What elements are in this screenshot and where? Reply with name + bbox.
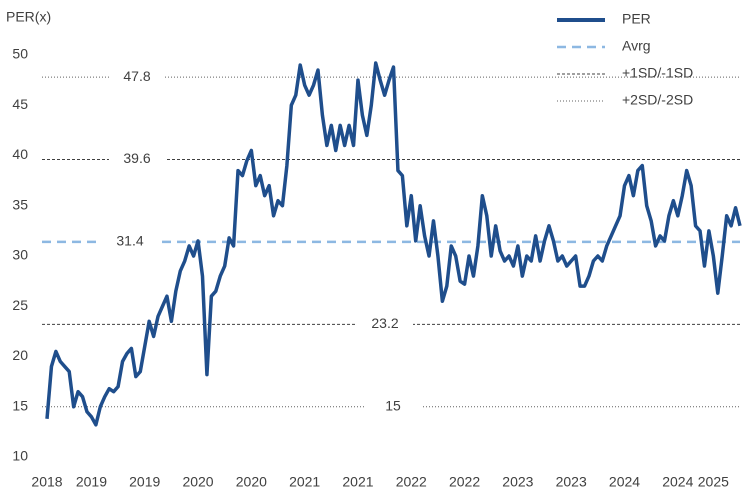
x-tick-label: 2022: [396, 474, 427, 490]
x-tick-label: 2020: [182, 474, 213, 490]
legend-label: +1SD/-1SD: [622, 65, 693, 81]
y-tick-label: 50: [12, 46, 28, 62]
y-tick-label: 40: [12, 146, 28, 162]
y-tick-label: 25: [12, 297, 28, 313]
reference-label-bg: [365, 396, 421, 417]
reference-label: 15: [385, 397, 401, 413]
y-tick-label: 20: [12, 347, 28, 363]
reference-label: 39.6: [123, 150, 150, 166]
legend-label: PER: [622, 11, 651, 27]
x-tick-label: 2024: [662, 474, 693, 490]
legend-label: Avrg: [622, 38, 651, 54]
x-tick-label: 2021: [289, 474, 320, 490]
x-tick-label: 2024: [609, 474, 640, 490]
y-axis-label: PER(x): [6, 9, 51, 25]
reference-label-bg: [102, 231, 158, 252]
x-tick-label: 2023: [556, 474, 587, 490]
x-tick-label: 2025: [698, 474, 729, 490]
legend-label: +2SD/-2SD: [622, 92, 693, 108]
x-tick-label: 2018: [31, 474, 62, 490]
reference-label-bg: [357, 314, 413, 335]
x-tick-label: 2023: [502, 474, 533, 490]
reference-label: 23.2: [371, 315, 398, 331]
y-tick-label: 45: [12, 96, 28, 112]
y-tick-label: 30: [12, 247, 28, 263]
reference-label-bg: [109, 149, 165, 170]
x-tick-label: 2020: [236, 474, 267, 490]
reference-label: 47.8: [123, 68, 150, 84]
y-tick-label: 35: [12, 196, 28, 212]
y-tick-label: 10: [12, 448, 28, 464]
x-tick-label: 2021: [342, 474, 373, 490]
reference-label: 31.4: [116, 233, 143, 249]
reference-label-bg: [109, 67, 165, 88]
y-tick-label: 15: [12, 397, 28, 413]
per-line: [45, 61, 742, 427]
x-tick-label: 2019: [76, 474, 107, 490]
x-tick-label: 2019: [129, 474, 160, 490]
x-tick-label: 2022: [449, 474, 480, 490]
